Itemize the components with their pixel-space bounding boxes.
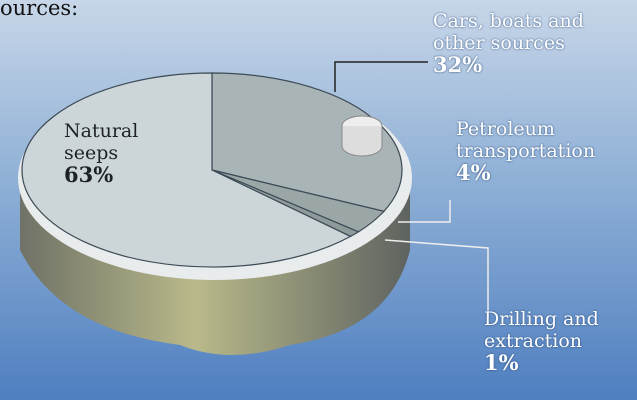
slice-value: 1% (484, 352, 634, 374)
chart: ources: Cars, boats and other sources32%… (0, 0, 637, 400)
slice-value: 32% (433, 54, 623, 76)
slice-name: Natural seeps (64, 120, 174, 164)
slice-value: 4% (456, 162, 637, 184)
tank-cap-side (342, 126, 382, 156)
title: ources: (0, 0, 78, 20)
slice-name: Petroleum transportation (456, 118, 637, 162)
slice-name: Drilling and extraction (484, 308, 634, 352)
slice-value: 63% (64, 164, 174, 186)
slice-name: Cars, boats and other sources (433, 10, 623, 54)
